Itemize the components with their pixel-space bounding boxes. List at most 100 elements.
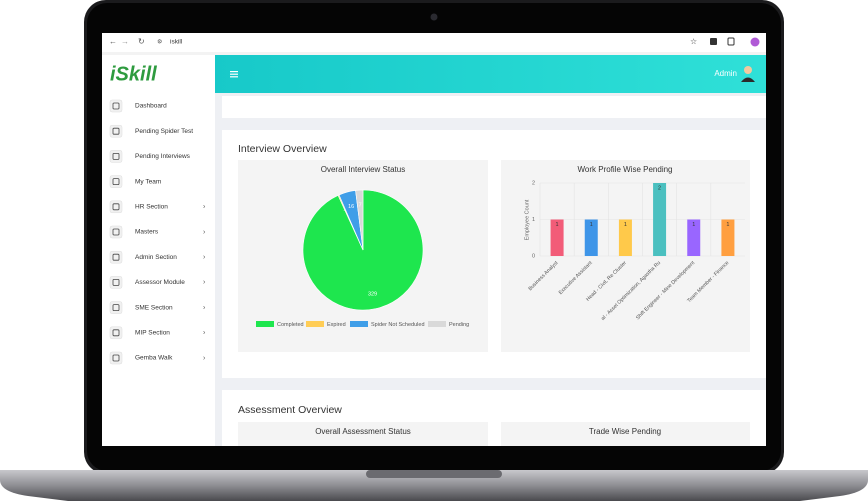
- legend-label: Completed: [277, 322, 304, 328]
- pie-slice: [355, 189, 364, 251]
- slice-label: 16: [348, 204, 354, 210]
- bar-value-label: 1: [590, 222, 593, 228]
- profile-avatar[interactable]: [750, 37, 760, 47]
- sidebar-item[interactable]: My Team: [109, 175, 161, 188]
- sidebar-item[interactable]: SME Section ›: [109, 301, 206, 314]
- reload-button[interactable]: ↻: [138, 37, 145, 46]
- menu-icon: [109, 124, 123, 138]
- bar-value-label: 1: [556, 222, 559, 228]
- chart-title: Overall Interview Status: [321, 165, 405, 174]
- toolbar-divider: [102, 52, 766, 55]
- sidebar: [102, 55, 215, 446]
- menu-label: Dashboard: [135, 103, 167, 110]
- menu-label: Gemba Walk: [135, 355, 173, 362]
- menu-icon: [109, 225, 123, 239]
- section-title: Assessment Overview: [238, 404, 342, 416]
- bar: [653, 183, 667, 256]
- menu-icon-glyph: [112, 178, 120, 186]
- menu-icon-glyph: [112, 253, 120, 261]
- back-button[interactable]: ←: [109, 37, 117, 46]
- submenu-chevron: ›: [203, 304, 206, 311]
- laptop-base: [0, 470, 868, 501]
- sidebar-item[interactable]: Pending Interviews: [109, 150, 191, 163]
- sidebar-item[interactable]: Gemba Walk ›: [109, 351, 206, 365]
- menu-label: Admin Section: [135, 254, 177, 261]
- camera: [430, 13, 438, 21]
- sidebar-item[interactable]: Masters ›: [109, 225, 206, 239]
- submenu-chevron: ›: [203, 355, 206, 362]
- app-header: [215, 55, 766, 93]
- sidebar-item[interactable]: Pending Spider Test: [109, 124, 193, 138]
- bookmark-star[interactable]: ☆: [690, 37, 697, 46]
- menu-line: [230, 73, 238, 75]
- legend-label: Expired: [327, 322, 346, 328]
- menu-icon-glyph: [112, 228, 120, 236]
- menu-icon-glyph: [112, 278, 120, 286]
- legend-item[interactable]: Expired: [306, 321, 346, 328]
- sidebar-menu: Dashboard Pending Spider Test Pending Inte…: [109, 99, 206, 365]
- y-axis-label: Employee Count: [524, 199, 530, 240]
- legend-item[interactable]: Completed: [256, 321, 304, 328]
- menu-toggle[interactable]: [230, 71, 238, 78]
- submenu-chevron: ›: [203, 204, 206, 211]
- laptop-notch: [366, 470, 502, 478]
- menu-line: [230, 71, 238, 73]
- menu-line: [230, 76, 238, 78]
- menu-icon-glyph: [112, 354, 120, 362]
- pie-chart: 329 1 16 7 Completed Expired Spider Not Schedu…: [256, 189, 469, 328]
- sidebar-item[interactable]: Assessor Module ›: [109, 276, 206, 289]
- menu-icon: [109, 276, 123, 289]
- forward-button[interactable]: →: [121, 37, 129, 46]
- bar: [618, 219, 632, 256]
- menu-icon-glyph: [112, 152, 120, 160]
- menu-icon: [109, 175, 123, 188]
- user-avatar-body: [741, 77, 755, 82]
- slice-label: 329: [368, 291, 377, 297]
- menu-label: HR Section: [135, 204, 168, 211]
- menu-label: MIP Section: [135, 330, 170, 337]
- slice-label: 1: [343, 206, 346, 212]
- menu-label: SME Section: [135, 304, 173, 311]
- chart-title: Trade Wise Pending: [589, 427, 661, 436]
- address-bar[interactable]: iskill: [170, 39, 183, 46]
- browser-toolbar: [102, 33, 766, 52]
- menu-icon-glyph: [112, 304, 120, 312]
- menu-icon: [109, 351, 123, 365]
- slice-label: 7: [359, 203, 362, 209]
- menu-label: My Team: [135, 178, 161, 185]
- submenu-chevron: ›: [203, 229, 206, 236]
- bar-value-label: 1: [726, 222, 729, 228]
- legend-item[interactable]: Pending: [428, 321, 469, 328]
- menu-icon-glyph: [112, 329, 120, 337]
- chart-title: Work Profile Wise Pending: [578, 165, 673, 174]
- menu-label: Masters: [135, 229, 159, 236]
- sidebar-item[interactable]: Admin Section ›: [109, 250, 206, 264]
- bar: [584, 219, 598, 256]
- submenu-chevron: ›: [203, 330, 206, 337]
- logo[interactable]: iSkill: [110, 63, 157, 85]
- bar: [687, 219, 701, 256]
- sidebar-item[interactable]: Dashboard: [109, 99, 167, 113]
- extension-icon[interactable]: [710, 38, 717, 45]
- y-tick-label: 2: [532, 180, 535, 186]
- legend-swatch: [428, 321, 446, 327]
- user-avatar-head[interactable]: [744, 66, 752, 74]
- sidebar-item[interactable]: MIP Section ›: [109, 326, 206, 340]
- menu-icon: [109, 326, 123, 340]
- legend-item[interactable]: Spider Not Scheduled: [350, 321, 425, 328]
- menu-icon: [109, 99, 123, 113]
- legend-label: Pending: [449, 322, 469, 328]
- site-info[interactable]: ⚙: [157, 39, 162, 46]
- panel: [501, 422, 750, 446]
- legend-swatch: [306, 321, 324, 327]
- user-name[interactable]: Admin: [714, 69, 737, 78]
- menu-icon: [109, 150, 123, 163]
- legend-swatch: [256, 321, 274, 327]
- sidebar-item[interactable]: HR Section ›: [109, 200, 206, 214]
- menu-icon-glyph: [112, 127, 120, 135]
- menu-icon-glyph: [112, 203, 120, 211]
- extensions-button[interactable]: [727, 37, 735, 46]
- y-tick-label: 0: [532, 253, 535, 259]
- bar: [550, 219, 564, 256]
